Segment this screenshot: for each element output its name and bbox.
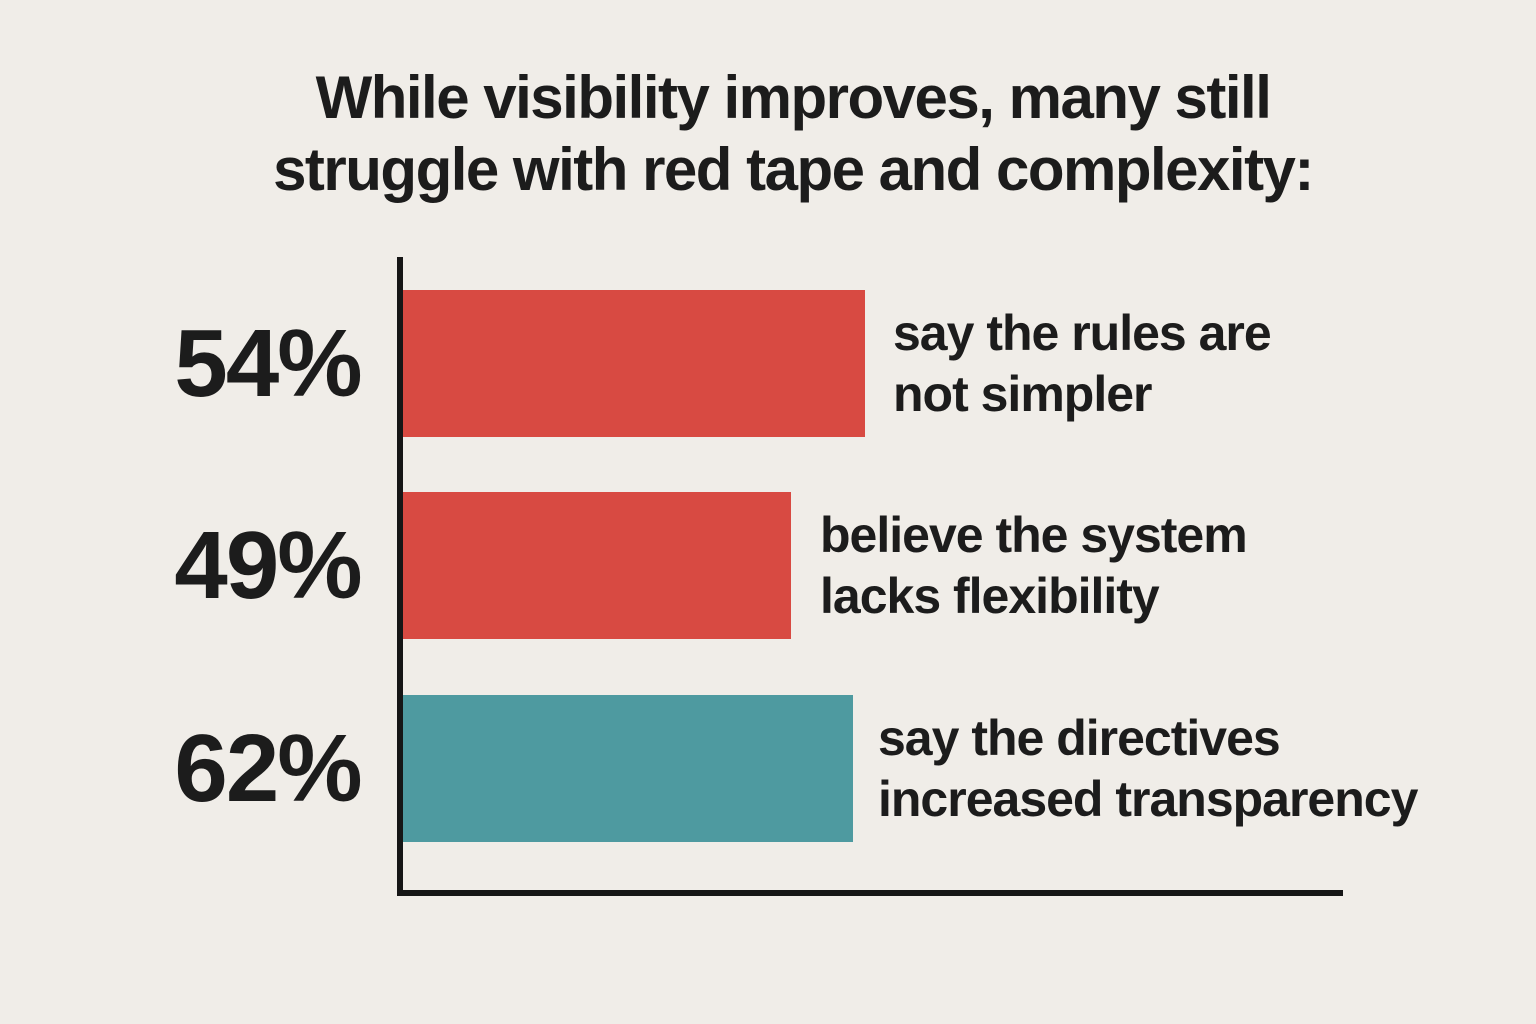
bar-label-line: lacks flexibility — [820, 567, 1160, 624]
bar-label: say the rules are not simpler — [893, 290, 1272, 437]
percent-label: 49% — [174, 511, 362, 619]
bar-label-text: say the rules are not simpler — [893, 303, 1272, 425]
bar-label-text: believe the system lacks flexibility — [820, 505, 1248, 627]
bar-label-text: say the directives increased transparenc… — [878, 708, 1418, 830]
bar — [403, 492, 791, 639]
x-axis-line — [397, 890, 1343, 896]
chart-title-line-2: struggle with red tape and complexity: — [273, 136, 1314, 203]
bar-label: believe the system lacks flexibility — [820, 492, 1248, 639]
percent-label: 54% — [174, 309, 362, 417]
chart-title: While visibility improves, many still st… — [50, 62, 1536, 206]
percent-label: 62% — [174, 714, 362, 822]
chart-title-line-1: While visibility improves, many still — [315, 64, 1272, 131]
bar — [403, 290, 865, 437]
bar — [403, 695, 853, 842]
bar-label-line: say the directives — [878, 709, 1281, 766]
y-axis-line — [397, 257, 403, 896]
bar-label-line: not simpler — [893, 365, 1152, 422]
bar-label-line: say the rules are — [893, 304, 1272, 361]
bar-label-line: increased transparency — [878, 770, 1418, 827]
bar-label: say the directives increased transparenc… — [878, 695, 1418, 842]
bar-label-line: believe the system — [820, 506, 1248, 563]
